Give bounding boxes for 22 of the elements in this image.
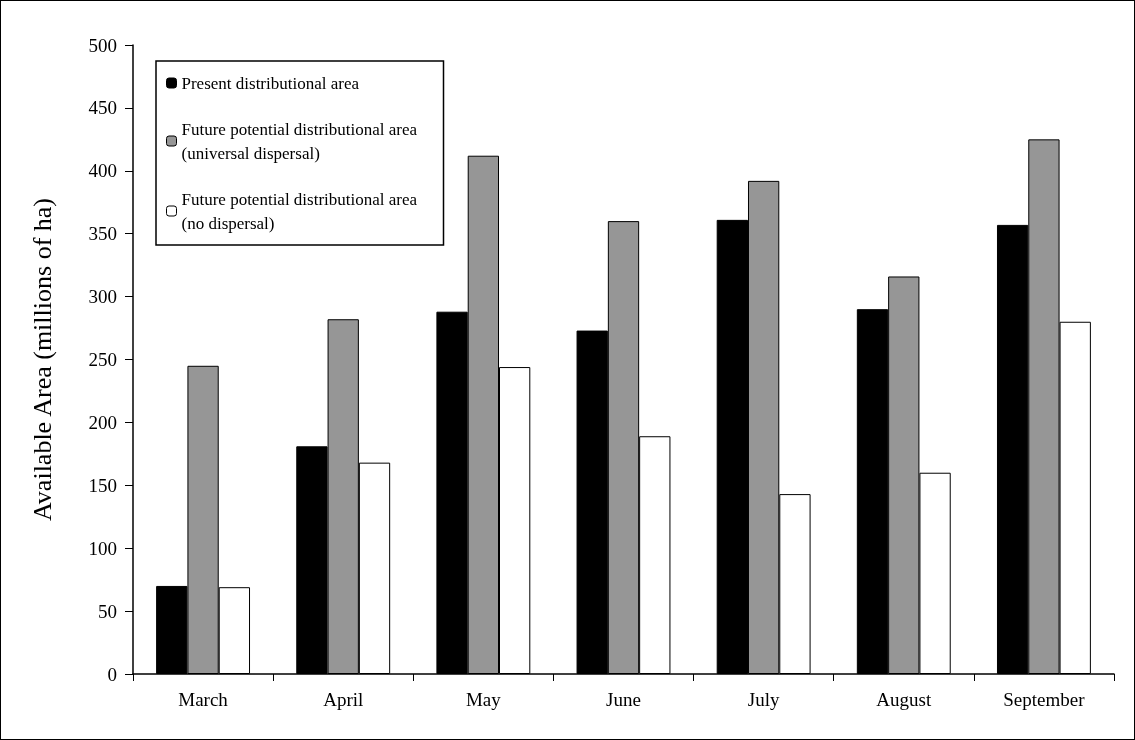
- x-tick-label: August: [876, 689, 932, 710]
- y-tick-label: 300: [88, 286, 117, 308]
- y-tick-label: 0: [107, 663, 117, 685]
- x-tick-label: April: [323, 689, 364, 710]
- y-axis-title: Available Area (millions of ha): [27, 198, 57, 521]
- x-tick-label: September: [1003, 689, 1086, 710]
- y-tick-label: 400: [88, 160, 117, 182]
- legend-label: Future potential distributional area (universal dispersal): [181, 119, 422, 163]
- legend-label: Future potential distributional area (no dispersal): [181, 189, 422, 233]
- y-tick-label: 500: [88, 34, 117, 56]
- x-tick-label: May: [465, 689, 502, 710]
- x-tick-label: July: [747, 689, 780, 710]
- y-tick-label: 350: [88, 223, 117, 245]
- y-tick-label: 50: [98, 600, 117, 622]
- y-tick-label: 100: [88, 537, 117, 559]
- legend-label: Present distributional area: [181, 73, 360, 93]
- x-tick-label: June: [606, 689, 641, 710]
- x-tick-label: March: [178, 689, 229, 710]
- y-tick-label: 450: [88, 97, 117, 119]
- y-tick-label: 150: [88, 474, 117, 496]
- y-tick-label: 200: [88, 411, 117, 433]
- y-tick-label: 250: [88, 349, 117, 370]
